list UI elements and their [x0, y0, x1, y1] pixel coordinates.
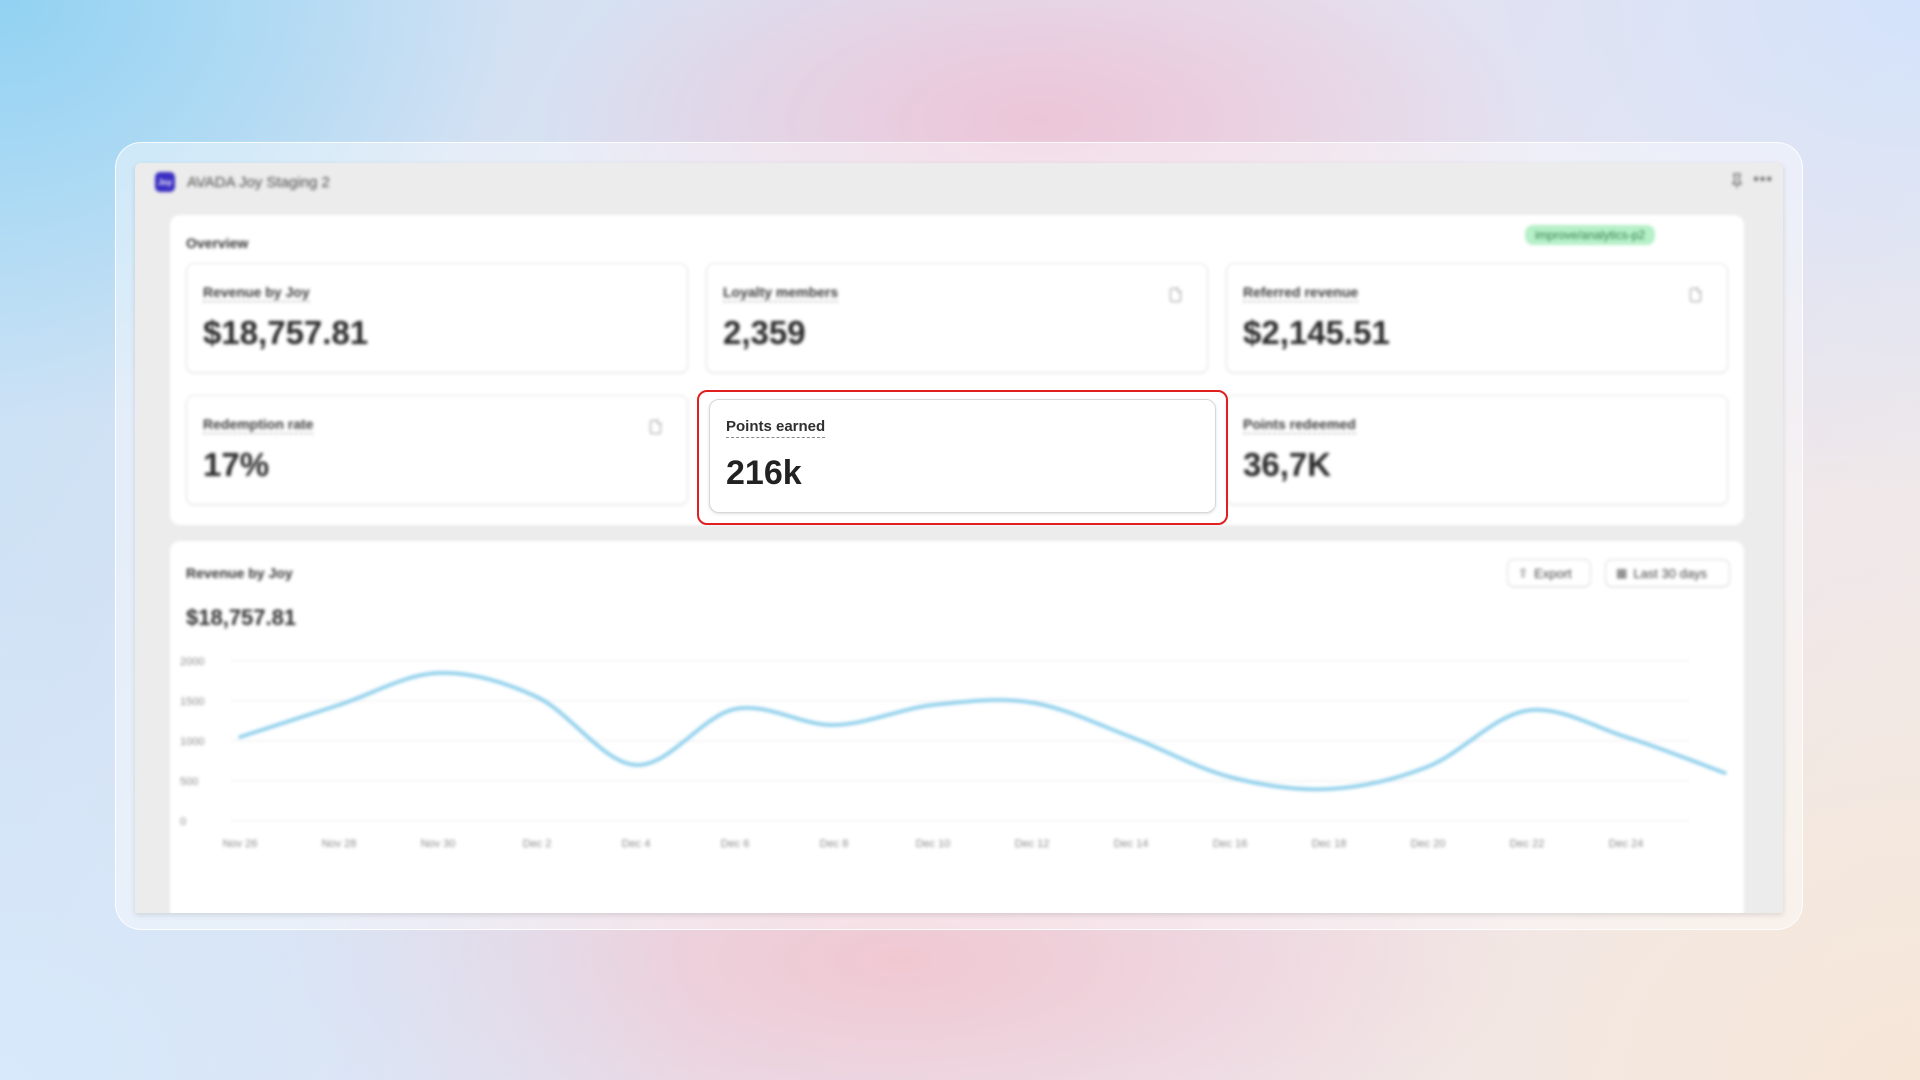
metric-label: Loyalty members — [723, 284, 839, 302]
app-logo: Joy — [155, 172, 175, 192]
metric-value: 2,359 — [723, 314, 806, 351]
highlight-frame — [697, 390, 1228, 525]
x-tick-label: Dec 18 — [1312, 838, 1347, 850]
metric-card-points-redeemed[interactable]: Points redeemed 36,7K — [1226, 395, 1728, 505]
metric-card-loyalty-members[interactable]: Loyalty members 2,359 — [706, 263, 1208, 373]
metric-label: Points redeemed — [1243, 416, 1356, 434]
x-tick-label: Dec 24 — [1609, 838, 1644, 850]
metric-value: $18,757.81 — [203, 314, 369, 351]
date-range-button[interactable]: ▦ Last 30 days — [1605, 559, 1730, 587]
metric-value: 216k — [726, 454, 802, 492]
document-icon[interactable] — [1690, 287, 1702, 302]
x-tick-label: Nov 26 — [223, 838, 258, 850]
revenue-chart-card: Revenue by Joy $18,757.81 ⇪ Export ▦ Las… — [170, 541, 1744, 913]
revenue-series-line — [238, 671, 1727, 792]
calendar-icon: ▦ — [1616, 566, 1628, 580]
document-icon[interactable] — [650, 419, 662, 434]
revenue-line-chart: 0 500 1000 1500 2000 Nov 26 Nov 28 Nov 30 Dec 2 D… — [180, 656, 1727, 850]
x-tick-label: Dec 4 — [622, 838, 651, 850]
branch-badge: improve/analytics-p2 — [1525, 225, 1656, 245]
upload-icon: ⇪ — [1518, 566, 1529, 580]
metric-label: Referred revenue — [1243, 284, 1359, 302]
x-tick-label: Dec 20 — [1411, 838, 1446, 850]
x-tick-label: Dec 16 — [1213, 838, 1248, 850]
metric-card-points-earned[interactable]: Points earned 216k — [709, 399, 1216, 513]
export-label: Export — [1534, 565, 1572, 581]
x-tick-label: Dec 14 — [1114, 838, 1149, 850]
chart-total: $18,757.81 — [186, 605, 297, 630]
y-tick-label: 2000 — [180, 656, 204, 668]
metric-card-revenue-by-joy[interactable]: Revenue by Joy $18,757.81 — [186, 263, 688, 373]
date-range-label: Last 30 days — [1633, 565, 1708, 581]
top-bar: Joy AVADA Joy Staging 2 ••• — [135, 163, 1783, 201]
metric-value: 36,7K — [1243, 446, 1332, 483]
x-tick-label: Dec 8 — [820, 838, 849, 850]
y-tick-label: 1000 — [180, 736, 204, 748]
x-tick-label: Nov 28 — [322, 838, 357, 850]
metric-value: $2,145.51 — [1243, 314, 1390, 351]
x-tick-label: Dec 6 — [721, 838, 750, 850]
metric-label: Revenue by Joy — [203, 284, 310, 302]
chart-title: Revenue by Joy — [186, 565, 293, 581]
app-window: Joy AVADA Joy Staging 2 ••• Overview imp… — [135, 163, 1783, 913]
metric-label: Points earned — [726, 418, 826, 438]
y-tick-label: 1500 — [180, 696, 204, 708]
app-title: AVADA Joy Staging 2 — [187, 174, 330, 191]
x-tick-label: Dec 10 — [916, 838, 951, 850]
y-tick-label: 0 — [180, 816, 186, 828]
pin-icon[interactable] — [1731, 173, 1743, 189]
x-tick-label: Dec 2 — [523, 838, 552, 850]
metric-card-redemption-rate[interactable]: Redemption rate 17% — [186, 395, 688, 505]
more-options-icon[interactable]: ••• — [1753, 171, 1773, 188]
x-tick-label: Dec 12 — [1015, 838, 1050, 850]
metric-label: Redemption rate — [203, 416, 314, 434]
export-button[interactable]: ⇪ Export — [1507, 559, 1591, 587]
x-tick-label: Dec 22 — [1510, 838, 1545, 850]
metric-card-referred-revenue[interactable]: Referred revenue $2,145.51 — [1226, 263, 1728, 373]
overview-title: Overview — [186, 235, 249, 251]
x-tick-label: Nov 30 — [421, 838, 456, 850]
y-tick-label: 500 — [180, 776, 198, 788]
document-icon[interactable] — [1170, 287, 1182, 302]
metric-value: 17% — [203, 446, 270, 483]
